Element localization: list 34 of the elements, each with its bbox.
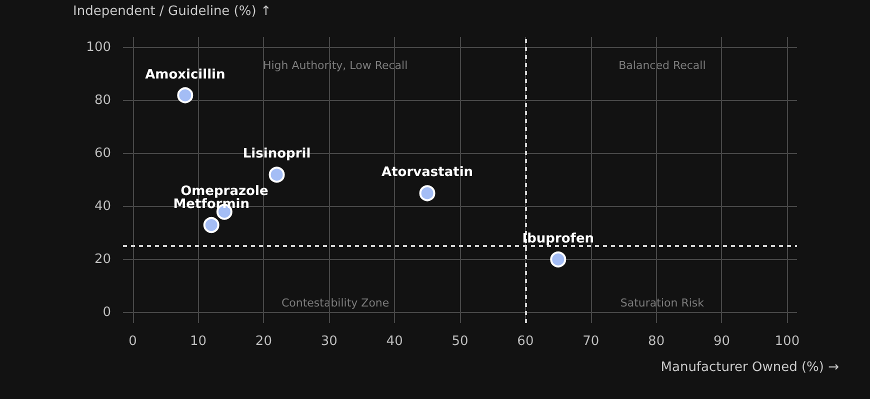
y-axis-title: Independent / Guideline (%) ↑ xyxy=(73,4,272,19)
data-label: Metformin xyxy=(173,197,250,212)
x-tick-label: 60 xyxy=(517,334,534,349)
y-tick-label: 0 xyxy=(102,304,111,320)
data-label: Amoxicillin xyxy=(145,67,226,82)
y-tick-label: 60 xyxy=(94,146,111,162)
data-label: Lisinopril xyxy=(242,146,311,162)
x-tick-label: 30 xyxy=(320,334,338,349)
point xyxy=(203,217,220,234)
annotation: High Authority, Low Recall xyxy=(262,59,408,72)
x-tick-label: 70 xyxy=(582,334,600,349)
x-tick-label: 80 xyxy=(648,334,665,349)
point xyxy=(419,185,436,202)
x-axis-title: Manufacturer Owned (%) → xyxy=(660,360,840,375)
y-tick-label: 100 xyxy=(86,40,111,56)
x-tick-label: 50 xyxy=(452,334,468,349)
point xyxy=(550,251,566,268)
annotation: Saturation Risk xyxy=(620,296,705,310)
point xyxy=(177,87,194,104)
y-tick-label: 20 xyxy=(94,252,111,267)
y-tick-label: 80 xyxy=(94,93,111,108)
data-label: Atorvastatin xyxy=(382,165,474,180)
x-tick-label: 90 xyxy=(713,334,730,349)
x-tick-label: 0 xyxy=(128,334,137,349)
x-tick-label: 10 xyxy=(190,334,207,349)
y-tick-label: 40 xyxy=(94,198,111,214)
point xyxy=(268,166,285,183)
data-label: Ibuprofen xyxy=(522,231,594,246)
annotation: Balanced Recall xyxy=(618,59,706,72)
data-label: Omeprazole xyxy=(180,184,268,199)
annotation: Contestability Zone xyxy=(281,296,390,310)
x-tick-label: 100 xyxy=(774,334,800,349)
x-tick-label: 20 xyxy=(255,334,272,349)
x-tick-label: 40 xyxy=(386,334,403,349)
